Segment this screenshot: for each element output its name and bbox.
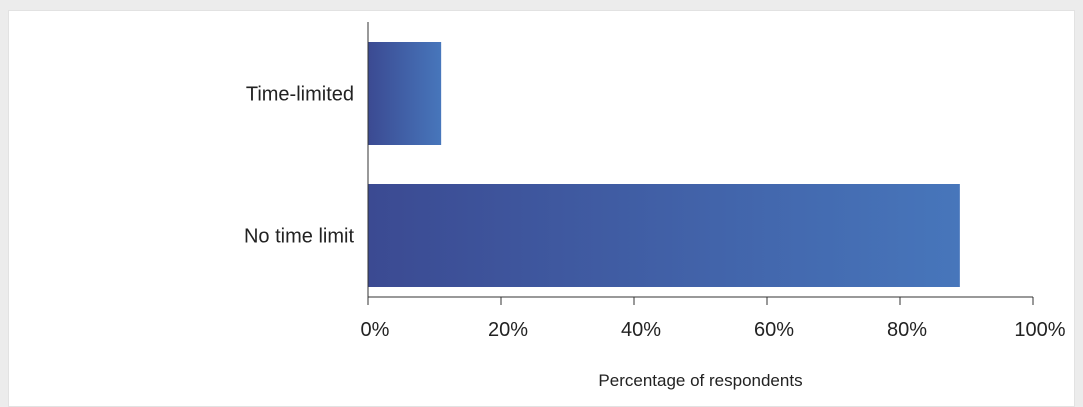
x-tick-label: 80% bbox=[887, 319, 927, 341]
category-label: Time-limited bbox=[246, 84, 354, 106]
category-labels-group: Time-limited No time limit bbox=[244, 84, 354, 248]
x-tick-label: 100% bbox=[1014, 319, 1065, 341]
x-axis-title: Percentage of respondents bbox=[598, 371, 802, 390]
x-ticks-group: 0% 20% 40% 60% 80% 100% bbox=[361, 297, 1066, 341]
bars-group bbox=[368, 42, 960, 287]
x-tick-label: 40% bbox=[621, 319, 661, 341]
axes-group bbox=[367, 22, 1033, 298]
category-label: No time limit bbox=[244, 226, 354, 248]
x-tick-label: 60% bbox=[754, 319, 794, 341]
x-tick-label: 20% bbox=[488, 319, 528, 341]
x-tick-label: 0% bbox=[361, 319, 390, 341]
bar-no-time-limit bbox=[368, 184, 960, 287]
bar-time-limited bbox=[368, 42, 442, 145]
